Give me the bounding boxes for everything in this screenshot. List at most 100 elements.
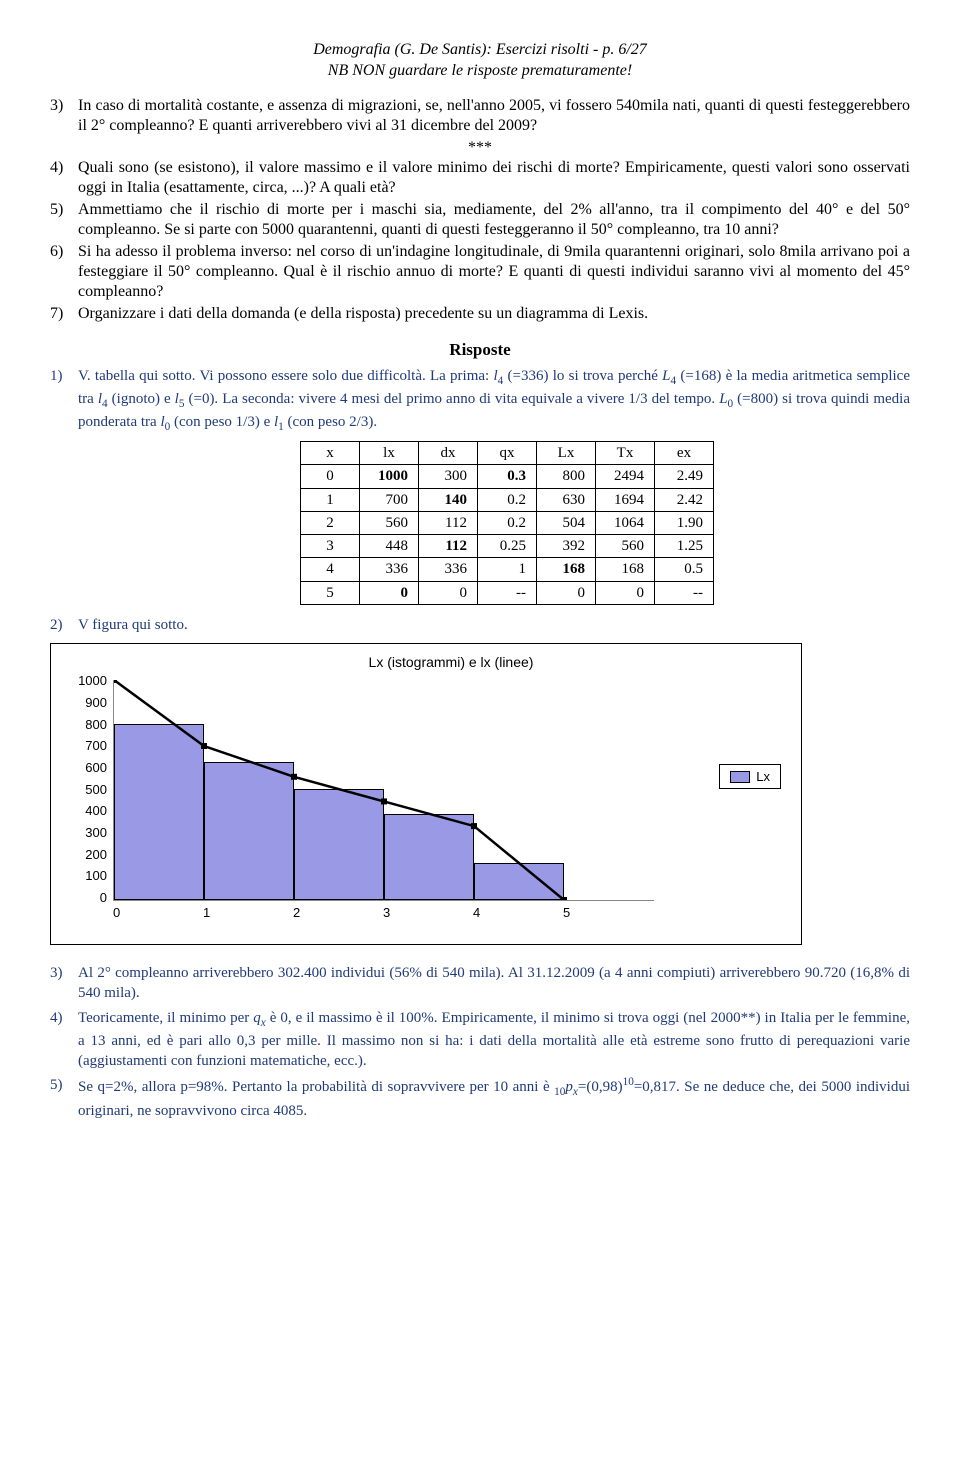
table-cell: -- — [478, 581, 537, 604]
x-tick: 2 — [293, 905, 383, 920]
question-num: 7) — [50, 304, 78, 324]
y-axis-labels: 10009008007006005004003002001000 — [71, 673, 107, 905]
answer-num: 4) — [50, 1008, 78, 1072]
question-row: 3)In caso di mortalità costante, e assen… — [50, 96, 910, 136]
answers-block: 1)V. tabella qui sotto. Vi possono esser… — [50, 366, 910, 636]
bar — [204, 762, 294, 901]
answer-row: 4)Teoricamente, il minimo per qx è 0, e … — [50, 1008, 910, 1072]
table-cell: 112 — [419, 511, 478, 534]
chart-title: Lx (istogrammi) e lx (linee) — [121, 654, 781, 670]
table-cell: 168 — [596, 558, 655, 581]
table-cell: 0 — [419, 581, 478, 604]
y-tick: 0 — [71, 890, 107, 905]
table-cell: 4 — [301, 558, 360, 581]
answer-2: 2) V figura qui sotto. — [50, 615, 910, 635]
table-cell: 1000 — [360, 465, 419, 488]
answer-num: 2) — [50, 615, 78, 635]
question-text: In caso di mortalità costante, e assenza… — [78, 96, 910, 136]
table-cell: 1 — [301, 488, 360, 511]
y-tick: 1000 — [71, 673, 107, 688]
legend-swatch — [730, 771, 750, 783]
bar — [384, 814, 474, 900]
table-cell: 2494 — [596, 465, 655, 488]
question-text: Si ha adesso il problema inverso: nel co… — [78, 242, 910, 302]
x-tick: 3 — [383, 905, 473, 920]
bar — [294, 789, 384, 900]
table-header: Tx — [596, 442, 655, 465]
header-line1: Demografia (G. De Santis): Esercizi riso… — [50, 40, 910, 61]
table-cell: 0 — [596, 581, 655, 604]
question-num: 3) — [50, 96, 78, 136]
page-header: Demografia (G. De Santis): Esercizi riso… — [50, 40, 910, 82]
question-text: Ammettiamo che il rischio di morte per i… — [78, 200, 910, 240]
y-tick: 100 — [71, 868, 107, 883]
y-tick: 200 — [71, 847, 107, 862]
answer-text: V. tabella qui sotto. Vi possono essere … — [78, 366, 910, 436]
chart-container: Lx (istogrammi) e lx (linee) 10009008007… — [50, 643, 802, 945]
table-cell: 0.2 — [478, 511, 537, 534]
answer-num: 3) — [50, 963, 78, 1004]
header-line2: NB NON guardare le risposte prematuramen… — [50, 61, 910, 82]
table-cell: 336 — [419, 558, 478, 581]
legend-label: Lx — [756, 769, 770, 784]
table-cell: 392 — [537, 535, 596, 558]
question-num: 4) — [50, 158, 78, 198]
answer-text: Se q=2%, allora p=98%. Pertanto la proba… — [78, 1075, 910, 1120]
x-tick: 0 — [113, 905, 203, 920]
table-cell: 0 — [537, 581, 596, 604]
table-cell: 5 — [301, 581, 360, 604]
table-cell: 1.25 — [655, 535, 714, 558]
question-row: 6)Si ha adesso il problema inverso: nel … — [50, 242, 910, 302]
table-cell: 504 — [537, 511, 596, 534]
table-cell: 140 — [419, 488, 478, 511]
table-cell: 560 — [596, 535, 655, 558]
y-tick: 600 — [71, 760, 107, 775]
table-header: qx — [478, 442, 537, 465]
questions-block: 3)In caso di mortalità costante, e assen… — [50, 96, 910, 324]
answer-num: 1) — [50, 366, 78, 436]
answer-num: 5) — [50, 1075, 78, 1120]
x-axis-labels: 012345 — [113, 905, 653, 920]
answers-bottom-block: 3)Al 2° compleanno arriverebbero 302.400… — [50, 963, 910, 1121]
table-cell: 0.3 — [478, 465, 537, 488]
table-cell: 168 — [537, 558, 596, 581]
table-cell: 448 — [360, 535, 419, 558]
table-cell: 0.5 — [655, 558, 714, 581]
table-cell: 800 — [537, 465, 596, 488]
x-tick: 5 — [563, 905, 653, 920]
answer-row: 3)Al 2° compleanno arriverebbero 302.400… — [50, 963, 910, 1004]
table-header: Lx — [537, 442, 596, 465]
y-tick: 400 — [71, 803, 107, 818]
table-cell: 560 — [360, 511, 419, 534]
chart-legend: Lx — [719, 764, 781, 789]
answer-text: Al 2° compleanno arriverebbero 302.400 i… — [78, 963, 910, 1004]
question-row: 4)Quali sono (se esistono), il valore ma… — [50, 158, 910, 198]
answer-text: V figura qui sotto. — [78, 615, 910, 635]
table-cell: -- — [655, 581, 714, 604]
y-tick: 900 — [71, 695, 107, 710]
table-cell: 1.90 — [655, 511, 714, 534]
table-cell: 0.25 — [478, 535, 537, 558]
y-tick: 700 — [71, 738, 107, 753]
question-row: 7)Organizzare i dati della domanda (e de… — [50, 304, 910, 324]
y-tick: 800 — [71, 717, 107, 732]
table-row: 433633611681680.5 — [301, 558, 714, 581]
table-cell: 2.42 — [655, 488, 714, 511]
table-cell: 2 — [301, 511, 360, 534]
x-tick: 1 — [203, 905, 293, 920]
table-cell: 0.2 — [478, 488, 537, 511]
table-cell: 336 — [360, 558, 419, 581]
life-table: xlxdxqxLxTxex010003000.380024942.4917001… — [300, 441, 714, 605]
table-cell: 300 — [419, 465, 478, 488]
stars-separator: *** — [50, 138, 910, 158]
table-row: 010003000.380024942.49 — [301, 465, 714, 488]
answer-row: 5)Se q=2%, allora p=98%. Pertanto la pro… — [50, 1075, 910, 1120]
question-num: 5) — [50, 200, 78, 240]
table-row: 500--00-- — [301, 581, 714, 604]
question-text: Organizzare i dati della domanda (e dell… — [78, 304, 910, 324]
life-table-wrap: xlxdxqxLxTxex010003000.380024942.4917001… — [300, 441, 910, 605]
chart-plot — [113, 680, 654, 901]
x-tick: 4 — [473, 905, 563, 920]
table-cell: 3 — [301, 535, 360, 558]
answer-row: 1)V. tabella qui sotto. Vi possono esser… — [50, 366, 910, 436]
